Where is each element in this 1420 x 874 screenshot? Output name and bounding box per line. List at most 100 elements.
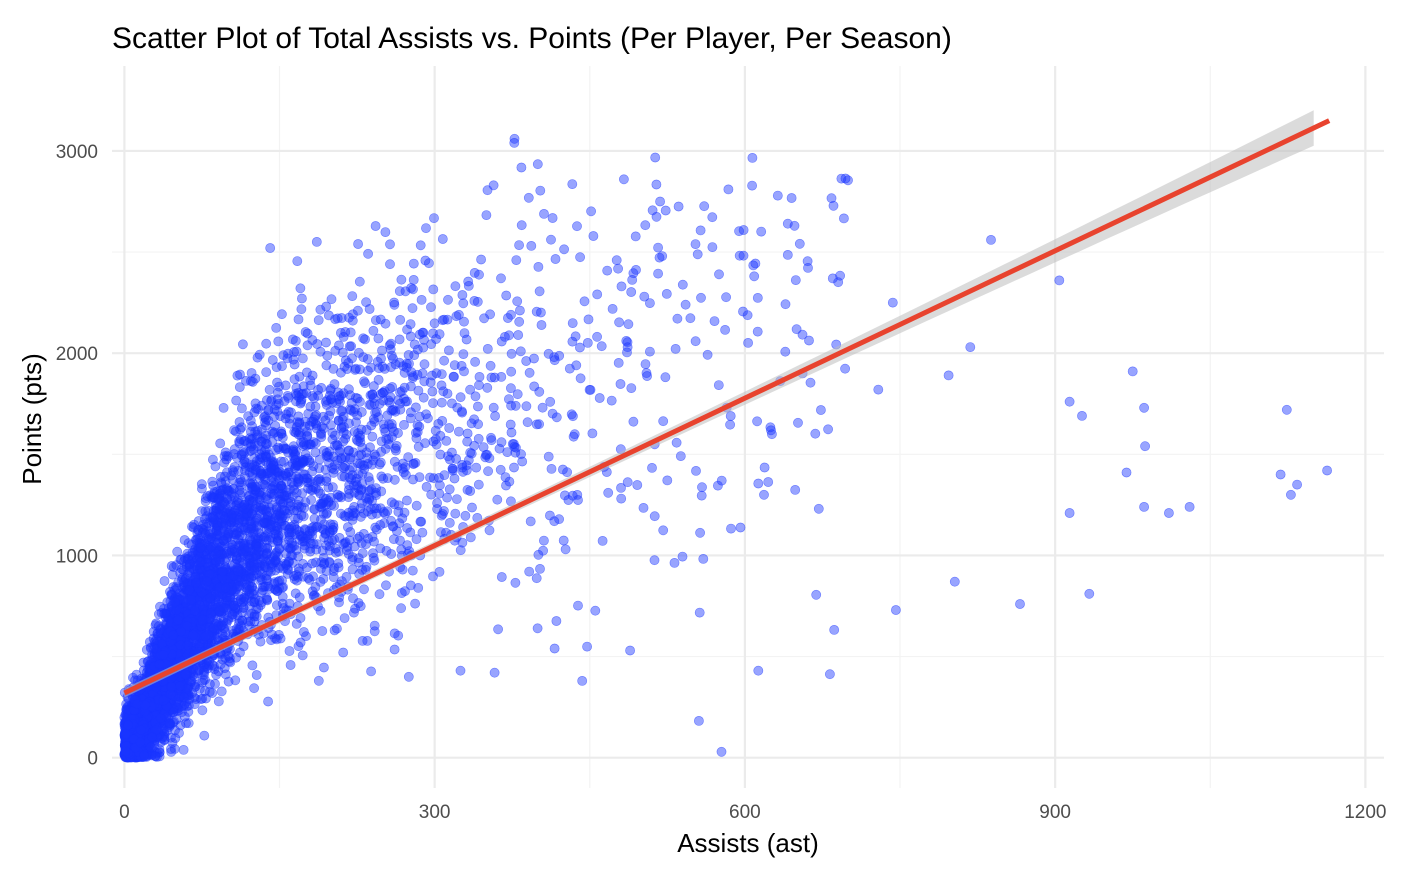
data-point bbox=[747, 180, 757, 191]
data-point bbox=[289, 359, 300, 370]
data-point bbox=[825, 669, 835, 680]
data-point bbox=[675, 451, 686, 461]
data-point bbox=[677, 551, 688, 562]
data-point bbox=[416, 294, 427, 305]
data-point bbox=[772, 190, 783, 201]
data-point bbox=[523, 192, 534, 203]
data-point bbox=[640, 220, 651, 231]
data-point bbox=[472, 296, 483, 307]
data-point bbox=[512, 296, 523, 307]
data-point bbox=[333, 492, 343, 503]
data-point bbox=[362, 506, 373, 517]
data-point bbox=[716, 746, 727, 757]
data-point bbox=[813, 503, 824, 514]
data-point bbox=[802, 256, 813, 267]
data-point bbox=[690, 336, 701, 347]
data-point bbox=[713, 480, 723, 491]
data-point bbox=[213, 696, 224, 707]
data-point bbox=[431, 439, 442, 450]
data-point bbox=[271, 322, 282, 333]
data-point bbox=[321, 360, 332, 371]
data-point bbox=[720, 324, 730, 335]
data-point bbox=[304, 420, 315, 431]
data-point bbox=[524, 566, 535, 577]
data-point bbox=[583, 314, 594, 325]
data-point bbox=[738, 250, 749, 261]
data-point bbox=[590, 605, 601, 616]
data-point bbox=[407, 565, 418, 576]
data-point bbox=[453, 426, 464, 437]
data-point bbox=[738, 306, 748, 317]
data-point bbox=[467, 502, 477, 513]
data-point bbox=[526, 240, 537, 251]
data-point bbox=[295, 613, 306, 623]
data-point bbox=[483, 466, 493, 477]
data-point bbox=[381, 580, 391, 591]
data-point bbox=[386, 405, 397, 416]
data-point bbox=[290, 335, 301, 346]
data-point bbox=[322, 350, 333, 361]
data-point bbox=[443, 294, 453, 305]
data-point bbox=[505, 419, 516, 430]
data-point bbox=[473, 479, 484, 490]
data-point bbox=[221, 454, 232, 465]
data-point bbox=[280, 468, 291, 479]
data-point bbox=[346, 405, 356, 416]
data-point bbox=[366, 459, 377, 470]
data-point bbox=[318, 574, 329, 584]
data-point bbox=[197, 693, 208, 704]
data-point bbox=[606, 395, 617, 406]
data-point bbox=[469, 295, 480, 306]
data-point bbox=[296, 304, 307, 315]
major-gridlines bbox=[112, 66, 1384, 788]
data-point bbox=[479, 313, 489, 324]
data-point bbox=[626, 287, 637, 297]
data-point bbox=[418, 342, 429, 353]
data-point bbox=[496, 437, 507, 448]
data-point bbox=[235, 647, 245, 658]
data-point bbox=[246, 441, 257, 452]
data-point bbox=[482, 449, 492, 460]
data-point bbox=[543, 451, 554, 462]
data-point bbox=[389, 644, 400, 655]
data-point bbox=[278, 350, 289, 361]
data-point bbox=[474, 380, 484, 391]
data-point bbox=[430, 425, 441, 436]
data-point bbox=[347, 552, 358, 562]
data-point bbox=[337, 405, 348, 416]
data-point bbox=[532, 159, 543, 170]
data-point bbox=[444, 454, 455, 465]
data-point bbox=[379, 518, 390, 528]
data-point bbox=[429, 318, 440, 329]
data-point bbox=[579, 296, 590, 307]
data-point bbox=[496, 572, 507, 582]
data-point bbox=[575, 252, 585, 263]
data-point bbox=[370, 221, 381, 231]
data-point bbox=[805, 377, 816, 388]
data-point bbox=[767, 429, 777, 440]
data-point bbox=[273, 336, 284, 347]
data-point bbox=[371, 508, 382, 519]
data-point bbox=[512, 389, 523, 400]
data-point bbox=[567, 318, 578, 328]
data-point bbox=[621, 335, 632, 346]
data-point bbox=[357, 460, 367, 471]
data-point bbox=[264, 467, 275, 478]
data-point bbox=[510, 400, 521, 411]
data-point bbox=[422, 413, 433, 424]
data-point bbox=[658, 525, 669, 536]
data-point bbox=[200, 506, 211, 517]
data-point bbox=[354, 531, 365, 542]
data-point bbox=[493, 624, 503, 635]
data-point bbox=[261, 367, 272, 377]
data-point bbox=[434, 488, 445, 499]
data-point bbox=[756, 226, 767, 237]
data-point bbox=[345, 527, 356, 537]
data-point bbox=[484, 525, 495, 536]
data-point bbox=[632, 480, 643, 490]
data-point bbox=[419, 376, 430, 387]
data-point bbox=[459, 316, 469, 327]
data-point bbox=[386, 338, 396, 349]
data-point bbox=[408, 458, 419, 469]
data-point bbox=[409, 339, 420, 350]
